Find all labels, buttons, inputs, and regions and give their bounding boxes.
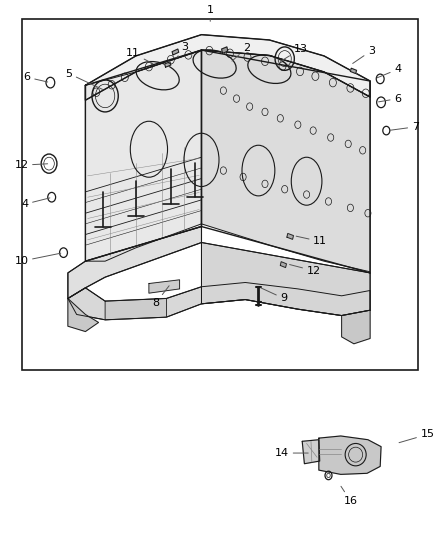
Polygon shape <box>165 62 171 67</box>
Polygon shape <box>319 436 381 474</box>
Polygon shape <box>342 310 370 344</box>
Text: 8: 8 <box>152 286 169 309</box>
Polygon shape <box>68 282 370 320</box>
Text: 13: 13 <box>280 44 307 61</box>
Polygon shape <box>302 440 320 464</box>
Text: 6: 6 <box>378 94 401 103</box>
Polygon shape <box>172 49 179 55</box>
Polygon shape <box>85 35 370 100</box>
Text: 4: 4 <box>377 64 401 78</box>
Text: 6: 6 <box>24 72 48 82</box>
Text: 16: 16 <box>341 486 357 506</box>
Polygon shape <box>350 68 357 74</box>
Text: 2: 2 <box>232 43 250 61</box>
Polygon shape <box>85 50 201 261</box>
Polygon shape <box>68 227 201 298</box>
Text: 3: 3 <box>177 42 188 58</box>
Text: 12: 12 <box>290 264 321 276</box>
Text: 9: 9 <box>261 288 287 303</box>
Text: 11: 11 <box>126 49 153 64</box>
Text: 12: 12 <box>14 160 48 170</box>
Polygon shape <box>287 233 293 239</box>
Text: 7: 7 <box>390 122 419 132</box>
Text: 14: 14 <box>275 448 308 458</box>
Text: 1: 1 <box>207 5 214 21</box>
Polygon shape <box>222 47 228 53</box>
Text: 10: 10 <box>14 253 61 266</box>
Polygon shape <box>201 243 370 316</box>
Polygon shape <box>201 50 370 272</box>
Polygon shape <box>149 280 180 293</box>
Polygon shape <box>280 262 286 268</box>
Polygon shape <box>105 298 166 320</box>
Text: 11: 11 <box>296 236 327 246</box>
Text: 4: 4 <box>21 198 50 209</box>
Bar <box>22 19 418 370</box>
Text: 3: 3 <box>353 46 375 63</box>
Polygon shape <box>68 298 99 332</box>
Text: 5: 5 <box>65 69 102 90</box>
Text: 15: 15 <box>399 430 434 443</box>
